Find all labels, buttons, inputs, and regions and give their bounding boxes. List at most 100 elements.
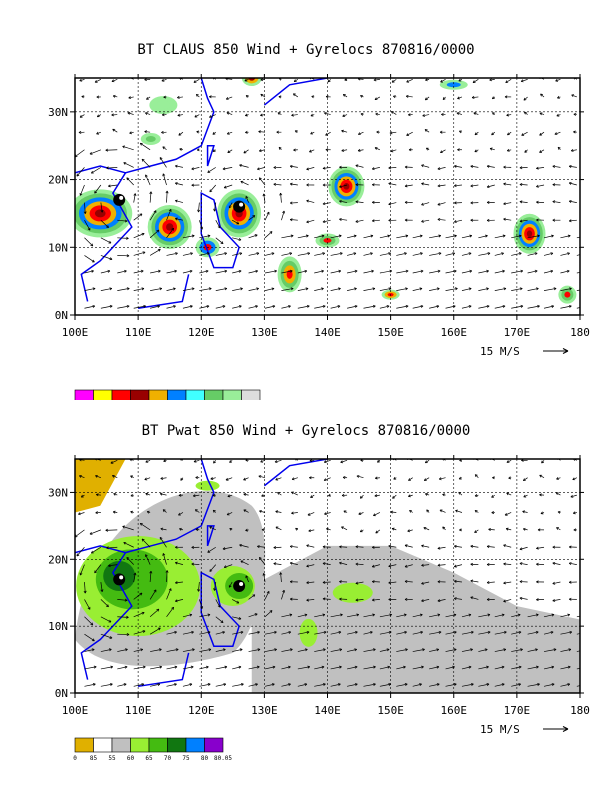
wind-arrow: [478, 683, 490, 687]
wind-arrowhead: [90, 622, 94, 626]
wind-arrowhead: [190, 305, 193, 308]
wind-arrowhead: [200, 226, 204, 230]
wind-arrowhead: [266, 211, 270, 215]
wind-arrow: [227, 149, 233, 153]
wind-arrow: [89, 529, 102, 535]
wind-arrowhead: [191, 630, 194, 634]
wind-arrow: [461, 288, 472, 291]
wind-arrow: [84, 237, 94, 247]
wind-arrowhead: [193, 459, 197, 463]
wind-arrow: [396, 270, 409, 274]
wind-arrow: [314, 683, 326, 687]
wind-arrowhead: [177, 95, 180, 99]
wind-arrow: [274, 459, 282, 463]
wind-arrow: [363, 235, 374, 239]
y-tick-label: 10N: [48, 620, 68, 633]
wind-arrow: [330, 252, 343, 256]
wind-arrowhead: [159, 157, 163, 160]
colorbar-swatch: [130, 389, 150, 400]
wind-arrowhead: [552, 183, 556, 187]
wind-arrow: [569, 182, 577, 186]
colorbar-label: 80.05: [214, 755, 232, 762]
wind-arrowhead: [519, 562, 523, 566]
wind-arrow: [339, 184, 348, 188]
wind-arrow: [494, 666, 505, 670]
wind-arrowhead: [141, 611, 145, 615]
wind-arrow: [330, 270, 341, 274]
wind-arrow: [126, 557, 134, 565]
wind-arrowhead: [409, 509, 412, 513]
wind-arrowhead: [437, 218, 441, 222]
wind-arrowhead: [553, 287, 557, 291]
wind-arrowhead: [341, 526, 344, 530]
wind-arrowhead: [91, 259, 95, 263]
wind-arrowhead: [339, 545, 342, 549]
wind-arrowhead: [358, 512, 362, 515]
wind-arrowhead: [274, 269, 277, 273]
wind-arrowhead: [503, 287, 507, 291]
wind-arrowhead: [258, 149, 262, 153]
wind-arrow: [84, 683, 96, 687]
wind-arrowhead: [355, 598, 359, 602]
wind-arrowhead: [105, 148, 109, 152]
wind-arrow: [100, 288, 112, 291]
coastline: [138, 274, 190, 309]
gyre-location-marker-highlight: [119, 575, 124, 580]
wind-arrowhead: [207, 170, 211, 173]
wind-arrowhead: [191, 234, 195, 238]
wind-arrow: [425, 460, 430, 464]
wind-arrowhead: [337, 305, 341, 308]
wind-arrowhead: [584, 305, 586, 307]
wind-arrowhead: [437, 546, 441, 550]
wind-arrowhead: [272, 665, 276, 669]
wind-arrow: [520, 79, 528, 82]
wind-arrowhead: [537, 234, 540, 238]
wind-arrow: [281, 210, 285, 221]
wind-arrowhead: [179, 527, 182, 531]
wind-arrowhead: [470, 630, 474, 634]
pwat-low-region: [75, 459, 126, 513]
wind-arrowhead: [149, 570, 153, 574]
colorbar-swatch: [130, 737, 150, 753]
pwat-55-region: [251, 545, 580, 693]
wind-arrow: [84, 581, 86, 594]
wind-arrow: [263, 573, 266, 583]
wind-arrowhead: [226, 512, 230, 516]
coastline: [75, 165, 133, 302]
wind-arrow: [149, 608, 160, 618]
wind-arrow: [388, 581, 397, 584]
wind-arrow: [470, 545, 479, 548]
wind-arrowhead: [550, 269, 554, 273]
wind-arrow: [454, 184, 462, 187]
wind-arrowhead: [239, 543, 242, 547]
wind-arrow: [408, 494, 413, 497]
pwat-60-region: [195, 480, 220, 491]
wind-arrowhead: [189, 269, 193, 273]
wind-arrowhead: [468, 287, 472, 291]
wind-arrow: [100, 666, 113, 670]
wind-arrow: [445, 649, 457, 652]
wind-arrowhead: [145, 554, 148, 558]
x-tick-label: 150E: [377, 326, 404, 339]
wind-arrowhead: [244, 113, 248, 117]
cloud-cluster: [526, 230, 533, 238]
wind-arrow: [306, 200, 315, 203]
wind-arrow: [215, 599, 221, 608]
wind-arrowhead: [322, 220, 326, 224]
wind-arrowhead: [93, 665, 97, 669]
wind-arrow: [240, 560, 249, 565]
wind-arrow: [330, 649, 342, 652]
wind-arrowhead: [274, 460, 278, 463]
wind-arrowhead: [355, 562, 359, 566]
wind-arrowhead: [354, 648, 357, 652]
wind-arrowhead: [403, 613, 407, 617]
wind-arrowhead: [273, 562, 277, 566]
wind-arrow: [306, 219, 315, 223]
wind-arrow: [232, 599, 240, 604]
wind-arrowhead: [339, 580, 342, 584]
wind-arrowhead: [421, 581, 424, 585]
wind-arrow: [404, 184, 413, 187]
wind-arrow: [178, 512, 184, 516]
wind-arrow: [166, 588, 172, 600]
wind-arrowhead: [227, 494, 231, 498]
